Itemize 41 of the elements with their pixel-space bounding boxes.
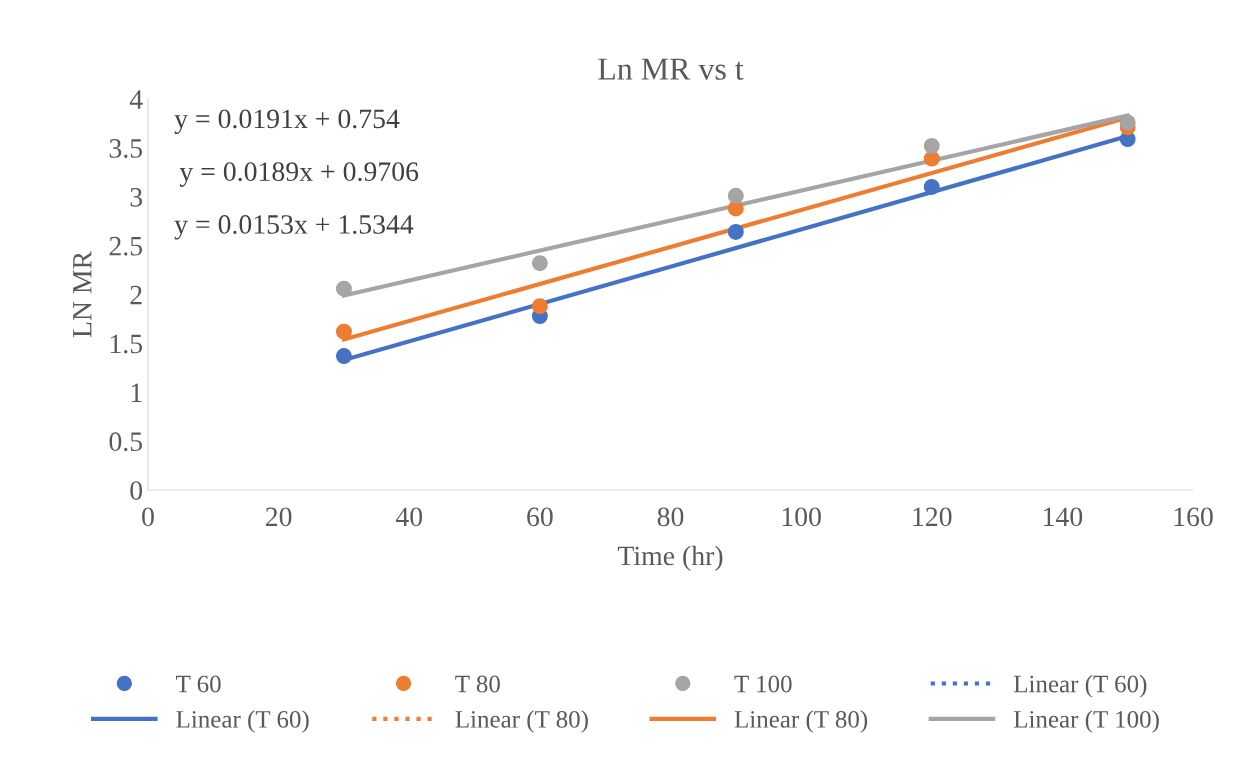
point bbox=[335, 280, 352, 297]
y-tick-label: 3 bbox=[130, 187, 143, 207]
y-axis-title: LN MR bbox=[73, 250, 92, 338]
x-tick-label: 20 bbox=[265, 507, 292, 527]
y-tick-label: 1 bbox=[131, 383, 142, 402]
y-tick-label: 0 bbox=[130, 481, 143, 500]
legend-label: Linear (T 60) bbox=[176, 710, 309, 733]
x-tick-label: 140 bbox=[1043, 507, 1083, 527]
y-tick-label: 2 bbox=[130, 285, 142, 305]
legend-label: T 80 bbox=[455, 675, 500, 693]
annotation: y = 0.0189x + 0.9706 bbox=[179, 162, 419, 187]
point bbox=[923, 178, 940, 195]
y-tick-label: 4 bbox=[129, 90, 143, 109]
chart-title: Ln MR vs t bbox=[598, 58, 744, 80]
y-tick-label: 1.5 bbox=[110, 334, 143, 354]
legend-label: T 100 bbox=[734, 675, 792, 693]
y-tick-label: 3.5 bbox=[109, 139, 143, 158]
y-tick-label: 2.5 bbox=[109, 236, 143, 256]
point bbox=[727, 187, 744, 204]
point bbox=[1119, 114, 1136, 131]
point bbox=[923, 137, 940, 154]
legend-label: Linear (T 100) bbox=[1013, 710, 1159, 733]
point bbox=[531, 298, 548, 315]
point bbox=[335, 323, 352, 340]
y-tick-label: 0.5 bbox=[109, 432, 143, 452]
x-tick-label: 60 bbox=[527, 507, 553, 527]
x-tick-label: 160 bbox=[1174, 507, 1213, 527]
point bbox=[335, 348, 352, 365]
x-tick-label: 120 bbox=[913, 507, 952, 527]
annotation: y = 0.0191x + 0.754 bbox=[174, 109, 400, 134]
x-axis-title: Time (hr) bbox=[617, 545, 723, 571]
x-tick-label: 100 bbox=[782, 507, 821, 527]
x-tick-label: 40 bbox=[395, 507, 423, 527]
legend-label: Linear (T 80) bbox=[734, 710, 868, 733]
point bbox=[531, 255, 548, 272]
x-tick-label: 80 bbox=[657, 507, 684, 527]
legend-label: Linear (T 80) bbox=[455, 710, 588, 733]
annotation: y = 0.0153x + 1.5344 bbox=[174, 215, 414, 240]
legend-label: Linear (T 60) bbox=[1013, 674, 1147, 698]
point bbox=[727, 223, 744, 240]
legend-label: T 60 bbox=[176, 675, 221, 693]
